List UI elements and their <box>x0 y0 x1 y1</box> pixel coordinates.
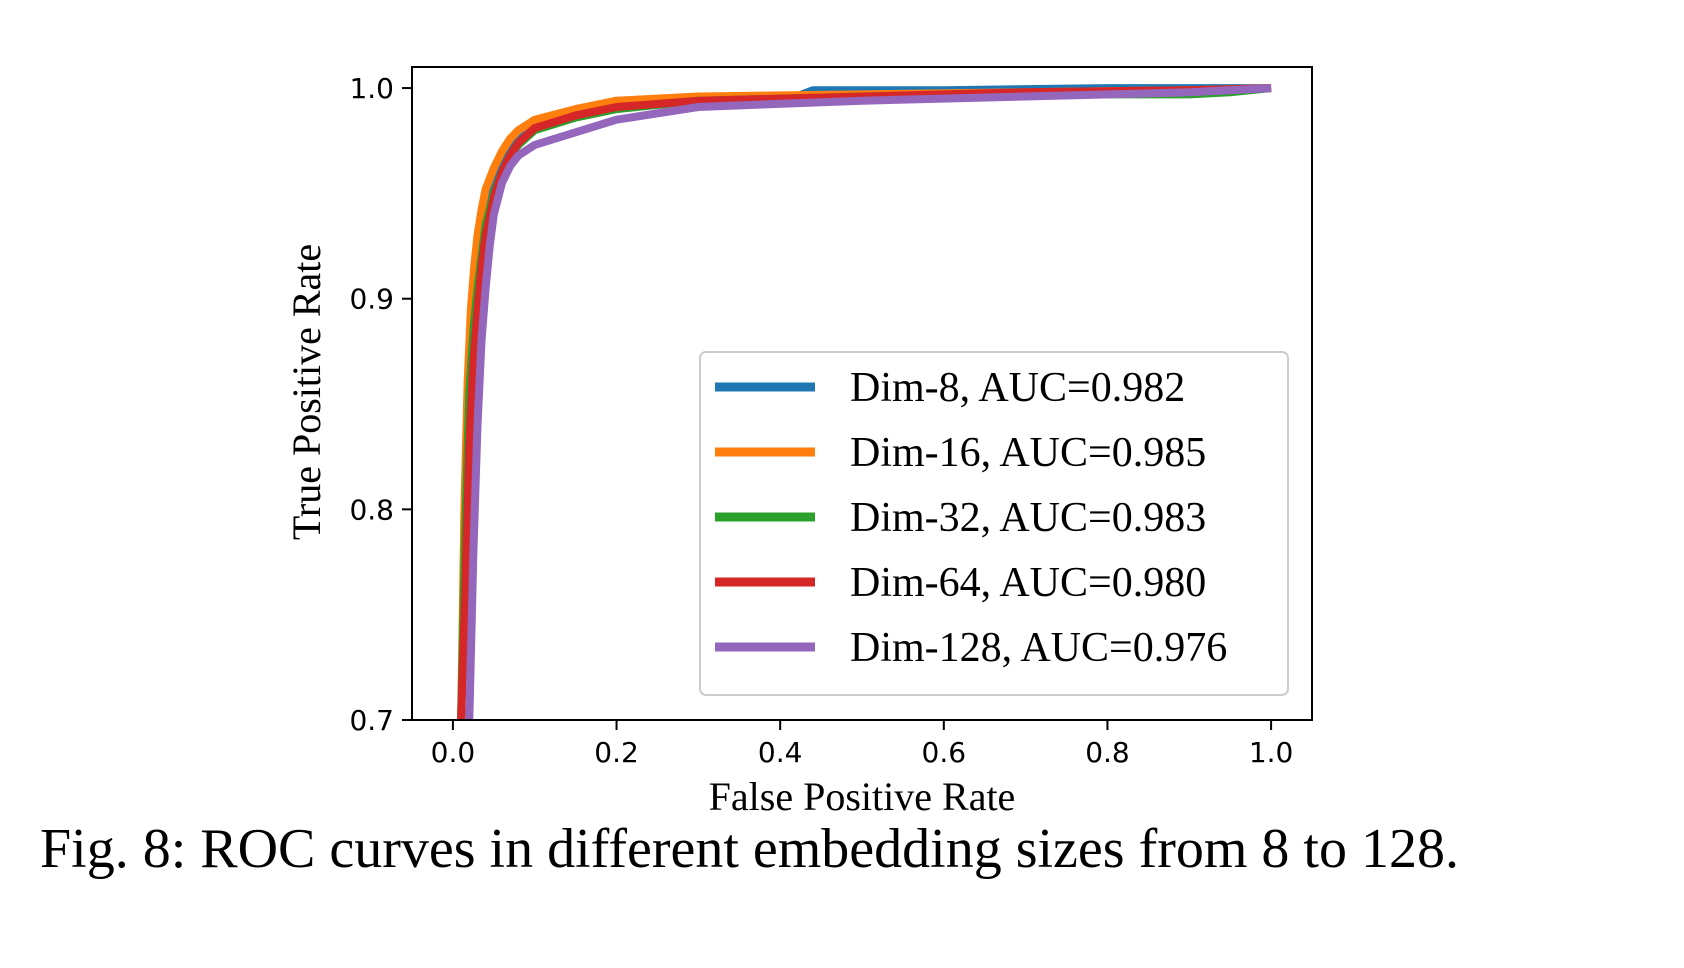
x-axis-label: False Positive Rate <box>709 774 1016 819</box>
series-line-4 <box>457 84 1272 720</box>
plot-frame <box>411 66 1313 721</box>
legend-label-2: Dim-16, AUC=0.985 <box>850 430 1206 476</box>
legend-label-3: Dim-32, AUC=0.983 <box>850 495 1206 541</box>
figure-caption: Fig. 8: ROC curves in different embeddin… <box>40 818 1459 880</box>
y-tick-label: 0.7 <box>349 704 394 737</box>
legend-box <box>699 351 1289 696</box>
x-tick-label: 0.2 <box>594 736 639 769</box>
y-tick-label: 0.9 <box>349 283 394 316</box>
y-tick-label: 0.8 <box>349 493 394 526</box>
y-axis: 0.7 0.8 0.9 1.0 <box>349 72 412 737</box>
x-tick-label: 1.0 <box>1249 736 1294 769</box>
x-tick-label: 0.6 <box>922 736 967 769</box>
legend-label-4: Dim-64, AUC=0.980 <box>850 560 1206 606</box>
series-line-5 <box>465 84 1272 720</box>
legend-label-1: Dim-8, AUC=0.982 <box>850 365 1185 411</box>
legend: Dim-8, AUC=0.982 Dim-16, AUC=0.985 Dim-32,… <box>699 351 1289 696</box>
legend-label-5: Dim-128, AUC=0.976 <box>850 625 1227 671</box>
legend-entries: Dim-8, AUC=0.982 Dim-16, AUC=0.985 Dim-32,… <box>715 365 1227 671</box>
x-tick-label: 0.8 <box>1085 736 1130 769</box>
y-axis-label: True Positive Rate <box>284 244 329 540</box>
x-tick-label: 0.0 <box>431 736 476 769</box>
y-tick-label: 1.0 <box>349 72 394 105</box>
x-axis: 0.0 0.2 0.4 0.6 0.8 1.0 <box>431 720 1294 769</box>
x-tick-label: 0.4 <box>758 736 803 769</box>
series-layer <box>457 84 1272 720</box>
